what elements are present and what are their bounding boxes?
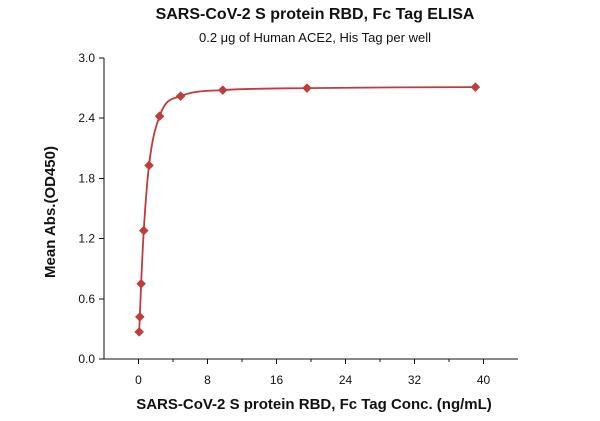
x-tick-label: 0 [135,373,142,387]
chart-title: SARS-CoV-2 S protein RBD, Fc Tag ELISA [156,6,475,23]
data-point [135,312,145,322]
x-ticks-group: 0 8 16 24 32 40 [135,359,490,387]
y-tick-label: 0.0 [78,352,95,366]
data-point [144,160,154,171]
fit-curve-line [138,86,476,332]
data-point [302,83,312,93]
y-tick-label: 3.0 [78,51,95,65]
y-axis-label: Mean Abs.(OD450) [42,146,59,278]
data-point [136,278,146,289]
y-ticks-group: 0.0 0.6 1.2 1.8 2.4 3.0 [78,51,104,366]
data-point [218,85,228,95]
x-tick-label: 40 [477,373,491,387]
data-points-group [134,82,481,337]
data-point [134,327,144,337]
x-tick-label: 32 [408,373,422,387]
chart-subtitle: 0.2 μg of Human ACE2, His Tag per well [199,30,431,45]
y-tick-label: 1.8 [78,171,95,185]
data-point [470,82,481,92]
x-axis-label: SARS-CoV-2 S protein RBD, Fc Tag Conc. (… [136,396,492,413]
y-tick-label: 2.4 [78,111,95,125]
data-point [175,91,186,101]
y-tick-label: 1.2 [78,232,95,246]
x-tick-label: 8 [204,373,211,387]
y-tick-label: 0.6 [78,292,95,306]
x-tick-label: 24 [339,373,353,387]
data-point [138,225,149,236]
data-point [154,111,165,121]
x-tick-label: 16 [270,373,284,387]
